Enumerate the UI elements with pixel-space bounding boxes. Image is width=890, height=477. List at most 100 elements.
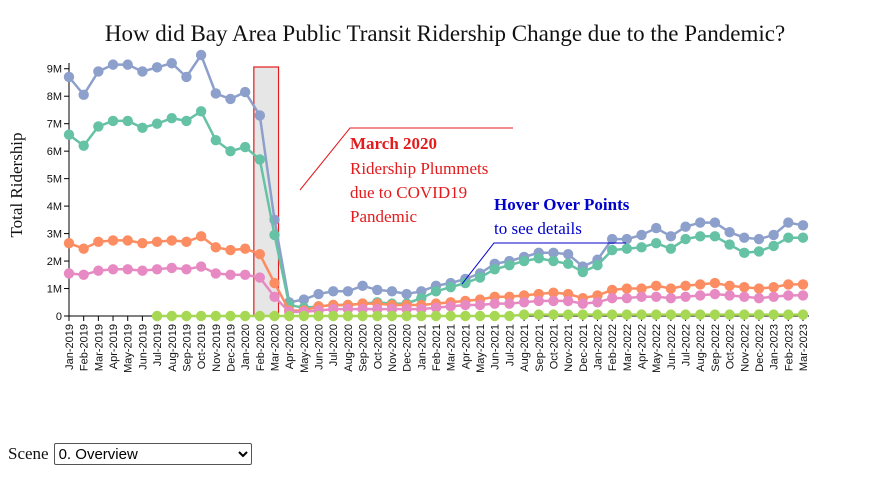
series-3-point (783, 290, 794, 301)
x-tick-label: Sep-2021 (534, 324, 546, 372)
series-4-point (665, 309, 677, 320)
series-2-point (269, 277, 280, 289)
series-2-point (753, 283, 765, 294)
annotation-1-line: Pandemic (350, 207, 417, 226)
x-tick-label: Oct-2021 (548, 324, 560, 369)
ridership-chart: How did Bay Area Public Transit Ridershi… (7, 21, 810, 373)
series-3-point (107, 264, 119, 275)
series-4-point (254, 310, 266, 322)
series-0-point (680, 221, 691, 232)
series-4-point (386, 310, 398, 322)
series-1-point (606, 244, 618, 256)
series-0-point (357, 280, 368, 291)
scene-select[interactable]: 0. Overview (53, 443, 252, 465)
x-tick-label: Jun-2020 (314, 324, 326, 370)
series-3-point (181, 264, 192, 275)
series-2-point (783, 279, 794, 290)
series-4-point (680, 309, 691, 320)
y-tick-label: 2M (47, 256, 62, 268)
x-tick-label: Mar-2022 (622, 324, 634, 371)
y-axis-label: Total Ridership (7, 132, 26, 237)
series-4-point (430, 310, 442, 322)
series-4-point (269, 310, 280, 322)
series-2-point (606, 284, 618, 296)
series-0-point (78, 89, 89, 101)
series-2-point (254, 248, 266, 260)
series-4-point (401, 310, 412, 322)
series-1-point (577, 266, 588, 278)
x-tick-label: Aug-2021 (519, 324, 531, 372)
series-0-point (181, 71, 192, 83)
series-4-point (313, 310, 324, 322)
series-4-point (372, 310, 383, 322)
x-tick-label: Mar-2019 (93, 324, 105, 371)
series-4-point (195, 310, 207, 322)
series-2-point (122, 235, 133, 246)
series-0-point (195, 49, 207, 61)
series-3-point (239, 269, 251, 280)
series-0-point (151, 62, 163, 73)
series-0-point (328, 286, 339, 297)
x-tick-label: Jul-2021 (504, 324, 516, 366)
series-layer (63, 49, 809, 322)
series-1-point (122, 115, 133, 127)
series-2-point (724, 280, 735, 291)
x-tick-label: Nov-2020 (387, 324, 399, 372)
annotation-1-line: Ridership Plummets (350, 159, 488, 178)
series-1-point (107, 115, 119, 127)
series-2-point (768, 281, 779, 293)
series-1-point (753, 246, 765, 257)
x-tick-label: Jan-2022 (592, 324, 604, 370)
x-tick-label: Nov-2021 (563, 324, 575, 372)
x-tick-label: Sep-2019 (181, 324, 193, 372)
series-0-point (548, 247, 559, 259)
series-1-point (709, 231, 721, 242)
y-tick-label: 9M (47, 64, 62, 76)
series-0-point (665, 231, 677, 242)
series-0-point (621, 233, 633, 245)
series-2-point (239, 243, 251, 254)
series-2-point (78, 243, 89, 254)
y-tick-label: 7M (47, 119, 62, 131)
series-2-point (195, 231, 207, 242)
series-0-point (298, 294, 310, 305)
series-4-point (548, 309, 559, 320)
series-3-point (137, 265, 148, 276)
series-1-point (548, 255, 559, 267)
series-0-point (768, 229, 779, 241)
series-1-point (195, 106, 207, 117)
series-4-point (606, 309, 618, 320)
series-4-point (518, 309, 530, 320)
x-tick-label: Apr-2020 (284, 324, 296, 369)
series-3-point (709, 288, 721, 300)
series-0-point (606, 233, 618, 245)
y-tick-label: 3M (47, 229, 62, 241)
series-2-point (695, 279, 706, 290)
series-4-point (695, 309, 706, 320)
series-0-point (166, 58, 177, 69)
series-1-point (254, 154, 266, 165)
series-2-point (225, 244, 236, 256)
series-1-point (783, 232, 794, 243)
x-tick-label: Jan-2019 (64, 324, 76, 370)
x-tick-label: Aug-2019 (167, 324, 179, 372)
series-2-point (137, 237, 148, 249)
x-tick-label: Oct-2022 (725, 324, 737, 369)
x-tick-label: May-2022 (651, 324, 663, 373)
series-3-point (636, 291, 647, 302)
series-4-point (239, 310, 251, 322)
series-3-point (724, 290, 735, 301)
x-tick-label: Feb-2023 (783, 324, 795, 371)
series-2-point (665, 283, 677, 294)
series-0-point (225, 93, 236, 105)
series-0-point (695, 217, 706, 228)
series-1-point (489, 264, 500, 275)
x-tick-label: Jan-2021 (416, 324, 428, 370)
series-3-point (665, 292, 677, 304)
series-4-point (768, 309, 779, 320)
x-tick-label: Apr-2021 (460, 324, 472, 369)
x-tick-label: Jun-2019 (137, 324, 149, 370)
series-1-point (621, 243, 633, 254)
series-2-point (166, 235, 177, 246)
series-3-point (195, 261, 207, 272)
